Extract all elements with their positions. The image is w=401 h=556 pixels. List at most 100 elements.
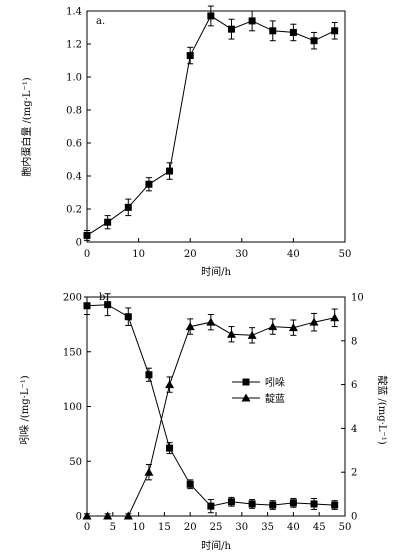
panel-a-x-tick-label: 0 [84, 249, 90, 260]
panel-a-plot-frame [86, 10, 346, 243]
panel-b-indigo-point [268, 322, 278, 331]
panel-b-indole-line [86, 304, 335, 507]
panel-a-x-ticks: 0 10 20 30 40 50 [84, 238, 352, 260]
panel-b-right-y-ticks: 0 2 4 6 8 10 [341, 293, 364, 523]
panel-a-x-tick-label: 20 [184, 249, 197, 260]
panel-b-x-tick-label: 15 [158, 522, 171, 533]
panel-b-indigo-point [144, 467, 154, 476]
panel-a-protein-point [186, 52, 194, 60]
panel-b-x-tick-label: 40 [287, 522, 300, 533]
panel-a-protein-point [124, 203, 132, 211]
legend-indigo-marker [241, 393, 251, 402]
panel-b-left-y-axis-label: 吲哚 /(mg·L⁻¹) [19, 375, 31, 444]
panel-b-x-axis-label: 时间/h [201, 539, 231, 552]
panel-b-indigo-point [247, 330, 257, 339]
panel-b-indole-point [166, 444, 174, 452]
panel-b-right-y-axis-label: 靛蓝 /(mg·L⁻¹) [376, 375, 389, 444]
panel-b-x-ticks: 0 5 10 15 20 25 30 35 40 45 50 [84, 512, 352, 533]
panel-a-y-tick-label: 0.8 [66, 106, 82, 117]
panel-a-label: a. [96, 16, 105, 27]
panel-a-y-tick-label: 1.2 [66, 40, 82, 51]
panel-b-right-y-tick-label: 0 [351, 512, 357, 523]
panel-b-indole-point [186, 480, 194, 488]
panel-b-indigo-line [87, 317, 335, 517]
panel-a-y-tick-label: 0.2 [66, 205, 82, 216]
panel-b-indole-point [248, 500, 256, 508]
panel-b-right-y-tick-label: 8 [351, 336, 357, 347]
legend-indigo-label: 靛蓝 [265, 392, 285, 405]
panel-b-x-tick-label: 10 [132, 522, 145, 533]
panel-a-protein-line [86, 15, 335, 236]
panel-b-left-y-tick-label: 150 [63, 347, 82, 358]
panel-a-protein-point [83, 231, 91, 239]
panel-b-right-y-tick-label: 10 [351, 293, 364, 304]
panel-b-left-y-tick-label: 200 [63, 293, 82, 304]
panel-a-protein-point [166, 167, 174, 175]
panel-a-x-tick-label: 10 [132, 249, 145, 260]
panel-a-y-ticks: 0 0.2 0.4 0.6 0.8 1.0 1.2 1.4 [66, 7, 91, 249]
panel-a-protein-point [269, 27, 277, 35]
panel-b-x-tick-label: 45 [313, 522, 326, 533]
panel-b-indigo-point [165, 380, 175, 389]
panel-a-y-tick-label: 0 [76, 238, 82, 249]
panel-a-protein-point [207, 12, 215, 20]
panel-b-indigo-point [226, 329, 236, 338]
panel-b-indole-point [269, 501, 277, 509]
panel-b-indole-point [145, 371, 153, 379]
panel-b-right-y-tick-label: 6 [351, 380, 357, 391]
panel-b-indigo-point [103, 511, 113, 520]
panel-b-series [82, 293, 340, 520]
panel-b-x-tick-label: 35 [261, 522, 274, 533]
panel-b-indole-point [289, 499, 297, 507]
panel-b-indigo-point [206, 317, 216, 326]
panel-a-y-tick-label: 1.4 [66, 7, 82, 18]
panel-a-y-axis-label: 胞内蛋白量 /(mg·L⁻¹) [20, 77, 33, 176]
panel-b-indigo-point [185, 322, 195, 331]
panel-b-left-y-tick-label: 50 [69, 457, 82, 468]
panel-b-indigo-point [330, 313, 340, 322]
legend-indole-marker [242, 378, 250, 386]
panel-a-y-tick-label: 0.4 [66, 172, 82, 183]
panel-b-right-y-tick-label: 2 [351, 468, 357, 479]
panel-a-y-tick-label: 0.6 [66, 139, 82, 150]
panel-a-x-tick-label: 50 [339, 249, 352, 260]
panel-b-indigo-point [288, 323, 298, 332]
panel-b-indole-point [331, 501, 339, 509]
panel-b-x-tick-label: 0 [84, 522, 90, 533]
panel-a-protein-point [104, 218, 112, 226]
panel-a-series [83, 5, 339, 241]
panel-b-indigo-point [82, 511, 92, 520]
panel-b-x-tick-label: 50 [339, 522, 352, 533]
panel-b-indigo-point [309, 317, 319, 326]
panel-a-protein-point [145, 180, 153, 188]
panel-b-indole-point [207, 502, 215, 510]
panel-b-x-tick-label: 5 [110, 522, 116, 533]
panel-a-protein-point [289, 28, 297, 36]
panel-b-indole-point [124, 313, 132, 321]
panel-a-protein-point [227, 25, 235, 33]
panel-a-protein-point [248, 17, 256, 25]
panel-b-indigo-point [123, 511, 133, 520]
panel-b-plot-frame [86, 296, 346, 517]
panel-b-x-tick-label: 20 [184, 522, 197, 533]
legend-indole-label: 吲哚 [265, 377, 285, 389]
panel-a-protein-point [331, 27, 339, 35]
panel-b-left-y-tick-label: 100 [63, 402, 82, 413]
panel-a-x-tick-label: 40 [287, 249, 300, 260]
panel-b-indole-point [104, 301, 112, 309]
panel-b-x-tick-label: 30 [235, 522, 248, 533]
panel-b-indole-point [83, 302, 91, 310]
panel-b-indole-point [310, 500, 318, 508]
panel-b-left-y-tick-label: 0 [76, 512, 82, 523]
panel-a-protein-point [310, 37, 318, 45]
panel-b-label: b. [99, 292, 109, 303]
panel-b-legend: 吲哚 靛蓝 [232, 377, 285, 405]
panel-a-x-tick-label: 30 [235, 249, 248, 260]
panel-a: a. 0 10 20 30 40 50 0 0.2 0.4 0.6 0.8 1.0 1.2 1.4 时间… [20, 5, 352, 278]
panel-b-left-y-ticks: 0 50 100 150 200 [63, 293, 91, 523]
panel-b-x-tick-label: 25 [210, 522, 223, 533]
panel-a-x-axis-label: 时间/h [201, 265, 231, 278]
panel-b-right-y-tick-label: 4 [351, 424, 357, 435]
